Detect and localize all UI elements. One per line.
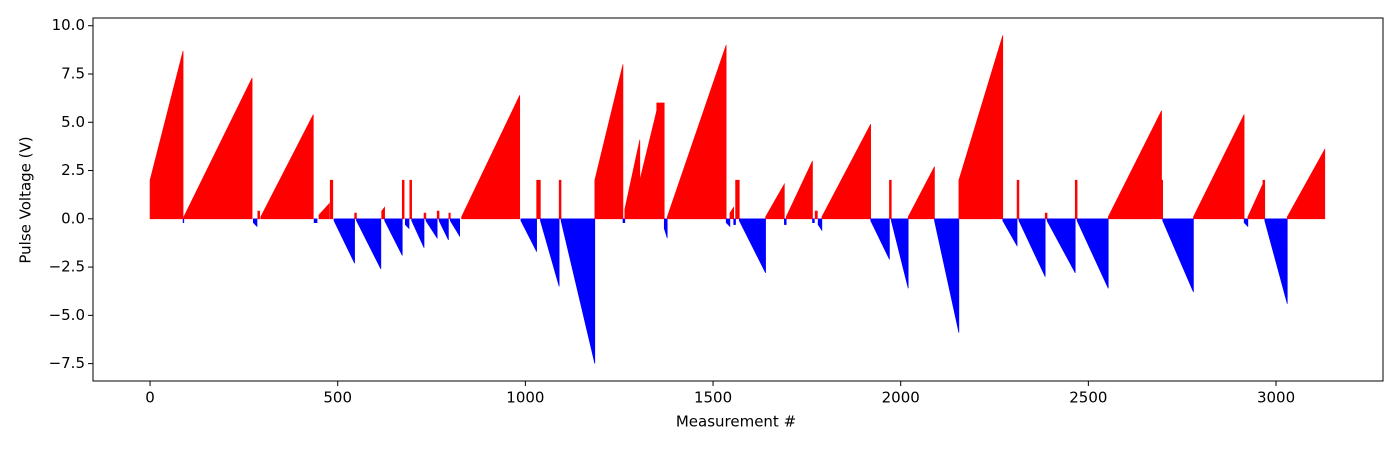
voltage-ramp	[725, 218, 731, 228]
voltage-ramp	[1074, 179, 1078, 220]
voltage-ramp	[409, 179, 412, 220]
voltage-ramp	[252, 218, 258, 228]
voltage-ramp	[1262, 179, 1266, 220]
x-tick-label: 1000	[506, 389, 544, 407]
voltage-ramp	[733, 218, 736, 225]
y-tick-label: 10.0	[52, 16, 85, 34]
y-tick-label: 2.5	[61, 161, 85, 179]
x-tick-label: 500	[323, 389, 352, 407]
voltage-ramp	[356, 218, 382, 270]
voltage-ramp	[257, 210, 260, 220]
voltage-ramp	[622, 218, 626, 223]
voltage-ramp	[785, 160, 813, 220]
voltage-ramp	[735, 179, 740, 220]
plot-frame	[92, 17, 1384, 382]
voltage-ramp	[656, 102, 665, 220]
voltage-ramp	[889, 179, 892, 220]
voltage-ramp	[639, 110, 658, 220]
voltage-ramp	[765, 182, 785, 220]
voltage-ramp	[333, 218, 355, 264]
voltage-ramp	[817, 218, 823, 232]
voltage-ramp	[423, 212, 427, 220]
voltage-ramp	[594, 64, 624, 220]
voltage-ramp	[1044, 212, 1048, 220]
voltage-ramp	[821, 124, 871, 220]
voltage-ramp	[812, 218, 815, 223]
voltage-ramp	[438, 218, 449, 241]
voltage-ramp	[1161, 179, 1163, 220]
x-tick-label: 2000	[882, 389, 920, 407]
voltage-ramp	[149, 50, 184, 220]
voltage-ramp	[870, 218, 890, 260]
voltage-ramp	[450, 218, 460, 238]
y-tick-label: 5.0	[61, 113, 85, 131]
y-tick-label: −7.5	[49, 354, 85, 372]
y-axis-label: Pulse Voltage (V)	[17, 136, 35, 263]
voltage-ramp	[182, 218, 185, 223]
voltage-ramp	[784, 218, 787, 225]
voltage-ramp	[436, 210, 440, 220]
x-tick-label: 3000	[1257, 389, 1295, 407]
voltage-ramp	[624, 139, 641, 220]
voltage-ramp	[891, 218, 909, 289]
voltage-ramp	[1162, 218, 1194, 293]
x-tick-label: 0	[145, 389, 155, 407]
voltage-ramp	[1018, 218, 1046, 277]
x-tick-label: 2500	[1069, 389, 1107, 407]
y-tick-label: −5.0	[49, 306, 85, 324]
voltage-ramp	[536, 179, 541, 220]
voltage-ramp	[1193, 114, 1245, 220]
voltage-ramp	[384, 218, 403, 256]
y-tick-label: −2.5	[49, 258, 85, 276]
voltage-ramp	[1076, 218, 1109, 289]
y-tick-label: 0.0	[61, 209, 85, 227]
voltage-ramp	[313, 218, 318, 223]
voltage-ramp	[814, 210, 818, 220]
voltage-ramp	[1002, 218, 1018, 247]
voltage-ramp	[1046, 218, 1076, 274]
voltage-ramp	[461, 95, 521, 220]
voltage-ramp	[404, 218, 410, 230]
voltage-ramp	[401, 179, 405, 220]
voltage-ramp	[907, 166, 935, 220]
voltage-ramp	[560, 218, 596, 364]
voltage-ramp	[318, 202, 330, 220]
voltage-ramp	[1016, 179, 1020, 220]
x-tick-label: 1500	[694, 389, 732, 407]
voltage-ramp	[260, 114, 314, 220]
voltage-ramp	[540, 218, 560, 287]
voltage-ramp	[448, 212, 451, 220]
voltage-ramp	[411, 218, 425, 248]
x-axis-label: Measurement #	[676, 413, 796, 431]
voltage-ramp	[1243, 218, 1249, 228]
voltage-ramp	[958, 35, 1004, 220]
voltage-ramp	[381, 206, 385, 220]
voltage-ramp	[329, 179, 334, 220]
voltage-ramp	[354, 212, 357, 220]
voltage-ramp	[934, 218, 960, 333]
voltage-ramp	[1247, 183, 1264, 220]
voltage-ramp	[666, 44, 727, 220]
voltage-ramp	[1286, 148, 1326, 220]
voltage-ramp	[729, 206, 734, 220]
voltage-ramp	[558, 179, 562, 220]
voltage-ramp	[425, 218, 438, 240]
voltage-ramp	[663, 218, 668, 239]
y-tick-label: 7.5	[61, 64, 85, 82]
voltage-ramp	[1264, 218, 1288, 304]
voltage-ramp	[183, 77, 253, 220]
voltage-ramp	[1107, 110, 1162, 220]
voltage-ramp	[520, 218, 537, 252]
voltage-ramp	[739, 218, 766, 274]
